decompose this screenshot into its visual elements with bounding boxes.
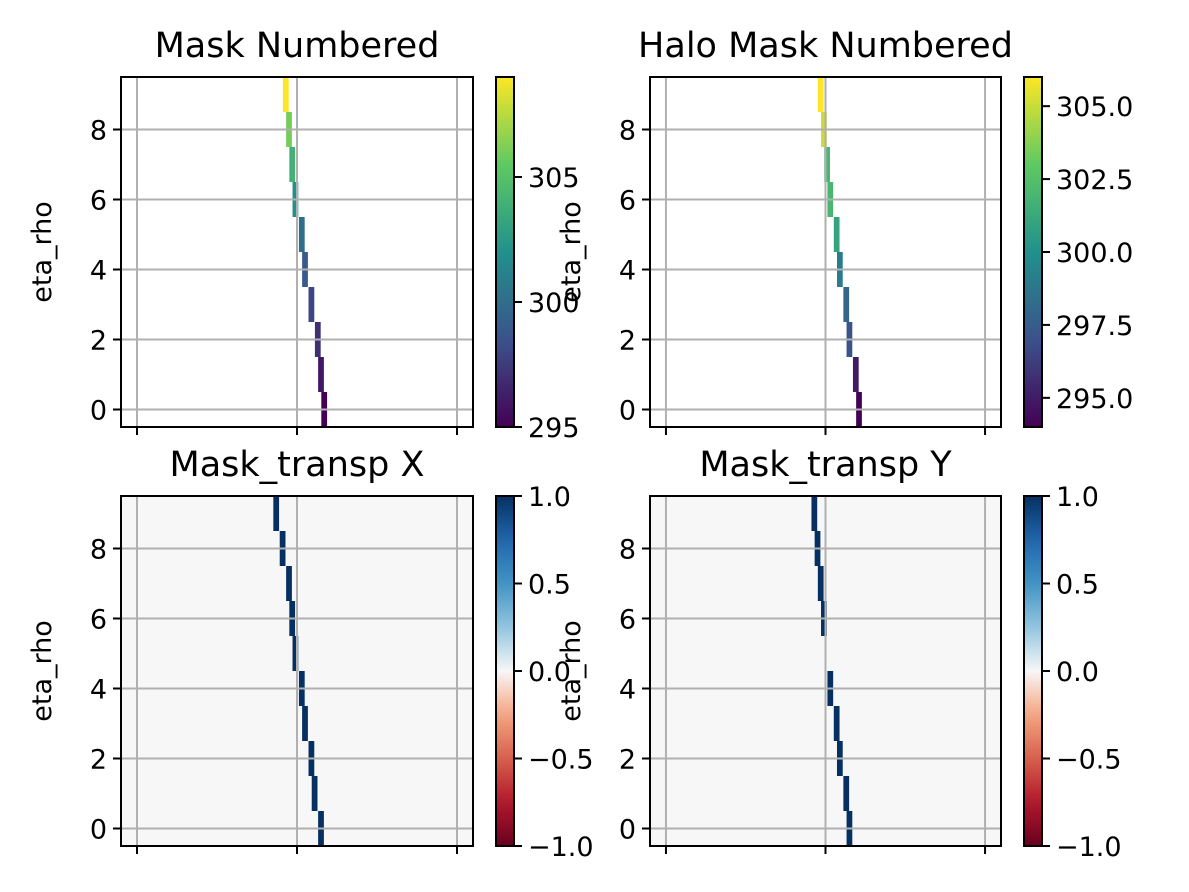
heatmap-cell [318, 357, 324, 392]
y-tick-label: 6 [90, 605, 107, 636]
y-tick-label: 0 [619, 396, 636, 427]
colorbar-tick-label: 295.0 [1056, 384, 1133, 415]
colorbar-tick-label: 302.5 [1056, 165, 1133, 196]
subplot-title: Mask Numbered [155, 26, 440, 66]
y-tick-label: 2 [619, 745, 636, 776]
y-tick-label: 2 [90, 745, 107, 776]
colorbar-tick-label: 0.0 [1056, 657, 1099, 688]
colorbar [495, 76, 515, 428]
colorbar-tick-label: 297.5 [1056, 311, 1133, 342]
colorbar-tick-label: 300.0 [1056, 238, 1133, 269]
subplot-title: Halo Mask Numbered [638, 26, 1013, 66]
heatmap-cell [843, 287, 850, 322]
subplot-mask-transp-x: 0 2 4 6 8 Mask_transp X eta_rho −1.0 −0.5 0.0 0.5 1… [27, 445, 594, 863]
heatmap-cell [308, 287, 315, 322]
colorbar-tick-label: 0.5 [528, 570, 571, 601]
y-axis-label: eta_rho [556, 201, 587, 303]
heatmap-cell [811, 496, 818, 531]
y-tick-label: 2 [90, 326, 107, 357]
heatmap-cell [289, 147, 296, 182]
heatmap-cell [833, 706, 840, 741]
colorbar-tick-label: 300 [528, 288, 580, 319]
y-axis-label: eta_rho [556, 620, 587, 722]
colorbar-tick-label: −1.0 [528, 832, 594, 863]
heatmap-cell [302, 706, 308, 741]
y-tick-label: 4 [90, 675, 107, 706]
heatmap-cell [843, 776, 850, 811]
y-tick-label: 8 [90, 535, 107, 566]
colorbar-tick-label: −1.0 [1056, 832, 1122, 863]
heatmap-cell [817, 566, 824, 601]
subplot-mask-numbered: 0 2 4 6 8 Mask Numbered eta_rho 295 300 305 [27, 26, 580, 444]
y-tick-label: 8 [619, 116, 636, 147]
heatmap-cell [311, 776, 318, 811]
subplot-title: Mask_transp Y [699, 445, 952, 485]
heatmap-cell [824, 147, 830, 182]
heatmap-cell [298, 217, 305, 252]
colorbar-tick-label: −0.5 [528, 745, 594, 776]
y-tick-label: 4 [90, 256, 107, 287]
y-tick-label: 2 [619, 326, 636, 357]
colorbar-tick-label: 0.0 [528, 657, 571, 688]
colorbar-tick-label: 0.5 [1056, 570, 1099, 601]
y-tick-label: 6 [619, 186, 636, 217]
y-tick-label: 4 [619, 675, 636, 706]
y-axis-label: eta_rho [27, 201, 58, 303]
colorbar-tick-label: 1.0 [1056, 482, 1099, 513]
colorbar [495, 495, 515, 847]
colorbar-tick-label: −0.5 [1056, 745, 1122, 776]
heatmap-cell [286, 566, 292, 601]
subplot-title: Mask_transp X [170, 445, 425, 485]
y-tick-label: 8 [90, 116, 107, 147]
y-tick-label: 8 [619, 535, 636, 566]
colorbar-tick-label: 295 [528, 413, 580, 444]
colorbar-tick-label: 1.0 [528, 482, 571, 513]
heatmap-cell [282, 77, 289, 112]
subplot-mask-transp-y: 0 2 4 6 8 Mask_transp Y eta_rho −1.0 −0.5 0.0 0.5 1… [556, 445, 1122, 863]
heatmap-cell [852, 357, 859, 392]
colorbar [1023, 495, 1043, 847]
y-tick-label: 6 [90, 186, 107, 217]
y-axis-label: eta_rho [27, 620, 58, 722]
y-tick-label: 0 [90, 396, 107, 427]
colorbar-tick-label: 305.0 [1056, 92, 1133, 123]
colorbar [1023, 76, 1043, 428]
heatmap-cell [833, 217, 840, 252]
heatmap-cell [273, 496, 280, 531]
subplot-halo-mask-numbered: 0 2 4 6 8 Halo Mask Numbered eta_rho 295.0 297.5… [556, 26, 1133, 435]
y-tick-label: 6 [619, 605, 636, 636]
y-tick-label: 0 [619, 815, 636, 846]
y-tick-label: 0 [90, 815, 107, 846]
heatmap-cell [817, 77, 824, 112]
colorbar-tick-label: 305 [528, 163, 580, 194]
y-tick-label: 4 [619, 256, 636, 287]
heatmap-cell [292, 636, 299, 671]
